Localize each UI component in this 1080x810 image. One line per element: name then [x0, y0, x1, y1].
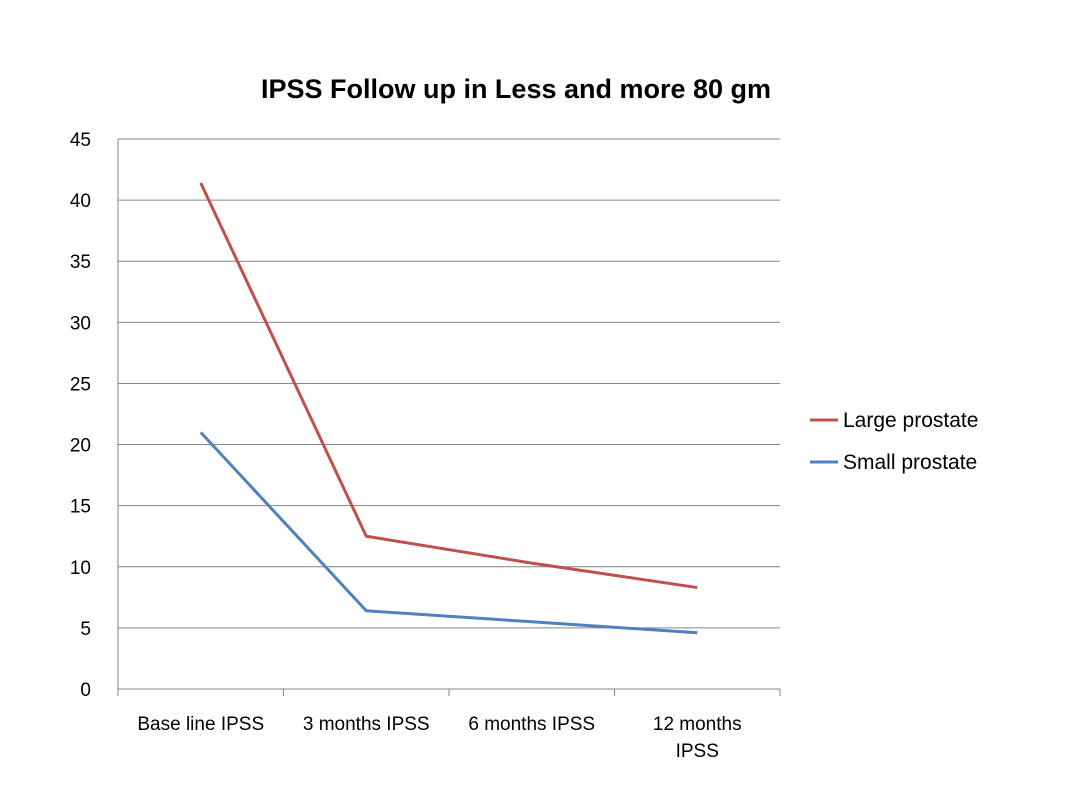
x-tick-label-line: 6 months IPSS [468, 714, 595, 735]
legend: Large prostate Small prostate [810, 409, 978, 474]
series-lines [199, 182, 698, 635]
y-tick-label: 15 [70, 497, 91, 518]
x-tick-label-line: IPSS [676, 741, 719, 762]
gridlines [118, 138, 780, 629]
x-tick-label-line: Base line IPSS [137, 714, 264, 735]
y-tick-label: 25 [70, 374, 91, 395]
legend-label: Large prostate [843, 409, 978, 432]
series-line-0 [199, 182, 698, 590]
y-tick-label: 40 [70, 191, 91, 212]
legend-label: Small prostate [843, 451, 977, 474]
series-line-1 [199, 431, 698, 635]
x-tick-labels: Base line IPSS 3 months IPSS 6 months IPSS… [137, 714, 741, 762]
x-tick-label: 12 months IPSS [653, 714, 742, 762]
y-tick-label: 45 [70, 130, 91, 151]
axes [117, 139, 781, 696]
y-tick-label: 5 [80, 619, 91, 640]
y-tick-label: 10 [70, 558, 91, 579]
y-tick-labels: 0 5 10 15 20 25 30 35 40 45 [70, 130, 91, 701]
y-tick-label: 30 [70, 313, 91, 334]
x-tick-label: 6 months IPSS [468, 714, 595, 735]
x-tick-label: 3 months IPSS [303, 714, 430, 735]
x-tick-label: Base line IPSS [137, 714, 264, 735]
y-tick-label: 20 [70, 436, 91, 457]
x-tick-label-line: 12 months [653, 714, 742, 735]
chart-title: IPSS Follow up in Less and more 80 gm [261, 74, 771, 104]
x-tick-label-line: 3 months IPSS [303, 714, 430, 735]
y-tick-label: 35 [70, 252, 91, 273]
y-tick-label: 0 [80, 680, 91, 701]
